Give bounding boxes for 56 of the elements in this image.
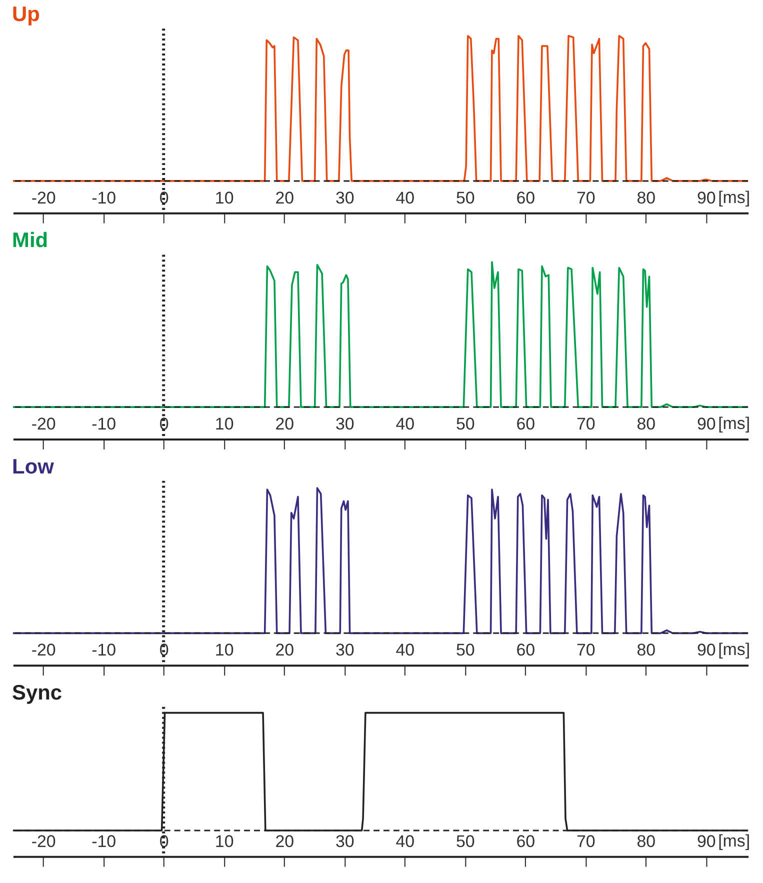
x-axis-title: [ms] <box>718 414 750 434</box>
x-tick-label: -10 <box>92 832 116 851</box>
x-tick-label: 0 <box>159 640 169 660</box>
x-tick-label: -10 <box>92 188 116 208</box>
x-tick-label: 0 <box>159 832 169 851</box>
x-axis-title: [ms] <box>718 188 750 207</box>
x-tick-label: 10 <box>214 414 234 434</box>
x-tick-label: 40 <box>396 188 415 208</box>
x-tick-label: 20 <box>275 832 294 851</box>
x-tick-label: 60 <box>516 414 536 434</box>
chart-title: Mid <box>12 229 48 252</box>
x-tick-label: 70 <box>576 832 596 851</box>
x-tick-label: -20 <box>31 832 56 851</box>
x-tick-label: 70 <box>576 414 596 434</box>
x-tick-label: 20 <box>275 640 294 660</box>
x-tick-label: 10 <box>214 832 234 851</box>
x-tick-label: 20 <box>275 188 294 208</box>
x-tick-label: 90 <box>696 640 716 660</box>
x-tick-label: 30 <box>335 414 354 434</box>
x-tick-label: 70 <box>576 640 596 660</box>
x-tick-label: 90 <box>696 832 716 851</box>
x-tick-label: 60 <box>516 832 536 851</box>
x-tick-label: 80 <box>636 640 656 660</box>
x-tick-label: 80 <box>636 188 656 208</box>
x-tick-label: 10 <box>214 640 234 660</box>
x-tick-label: 80 <box>636 414 656 434</box>
chart-title: Up <box>12 3 40 26</box>
x-tick-label: 90 <box>696 188 716 208</box>
x-tick-label: 90 <box>696 414 716 434</box>
x-tick-label: 50 <box>456 414 475 434</box>
x-axis-title: [ms] <box>718 640 750 660</box>
x-tick-label: 40 <box>396 832 415 851</box>
x-tick-label: 70 <box>576 188 596 208</box>
x-tick-label: 50 <box>456 640 475 660</box>
x-tick-label: 40 <box>396 414 415 434</box>
x-tick-label: 60 <box>516 188 536 208</box>
x-tick-label: 40 <box>396 640 415 660</box>
x-tick-label: 80 <box>636 832 656 851</box>
chart-title: Sync <box>12 681 62 704</box>
x-tick-label: -10 <box>92 414 116 434</box>
x-tick-label: -20 <box>31 188 56 208</box>
x-tick-label: 30 <box>335 832 354 851</box>
x-tick-label: 0 <box>159 414 169 434</box>
x-tick-label: 60 <box>516 640 536 660</box>
x-tick-label: -20 <box>31 640 56 660</box>
x-tick-label: 30 <box>335 640 354 660</box>
x-tick-label: 0 <box>159 188 169 208</box>
x-tick-label: -10 <box>92 640 116 660</box>
x-tick-label: 20 <box>275 414 294 434</box>
x-tick-label: 50 <box>456 188 475 208</box>
x-tick-label: 30 <box>335 188 354 208</box>
x-tick-label: -20 <box>31 414 56 434</box>
x-tick-label: 50 <box>456 832 475 851</box>
x-axis-title: [ms] <box>718 831 750 850</box>
x-tick-label: 10 <box>214 188 234 208</box>
chart-title: Low <box>12 455 55 478</box>
